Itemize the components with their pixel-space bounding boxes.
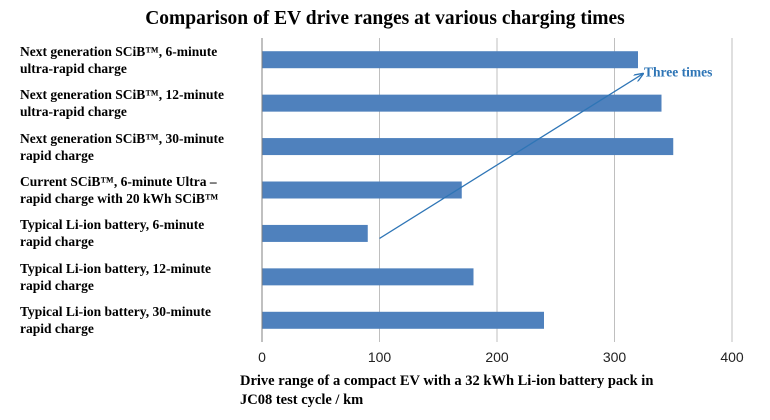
category-label: Typical Li-ion battery, 12-minute rapid c… (20, 260, 260, 294)
category-label-line: Next generation SCiB™, 6-minute (20, 43, 218, 59)
category-label: Current SCiB™, 6-minute Ultra – rapid cha… (20, 173, 260, 207)
category-label-line: rapid charge (20, 147, 94, 163)
annotation-arrow (379, 74, 644, 239)
category-label-line: rapid charge with 20 kWh SCiB™ (20, 191, 219, 206)
category-label-line: Next generation SCiB™, 30-minute (20, 130, 224, 146)
x-tick-label: 400 (720, 349, 744, 365)
annotation-label: Three times (644, 65, 712, 80)
category-label-line: rapid charge (20, 234, 94, 250)
bar (262, 224, 368, 242)
bar (262, 181, 462, 199)
category-label-line: rapid charge (20, 321, 94, 337)
category-label-line: Typical Li-ion battery, 30-minute (20, 304, 211, 320)
bar (262, 268, 474, 286)
x-tick-label: 100 (368, 349, 392, 365)
category-label: Next generation SCiB™, 6-minute ultra-rap… (20, 43, 260, 77)
category-label-line: Next generation SCiB™, 12-minute (20, 87, 224, 103)
x-tick-label: 0 (258, 349, 266, 365)
category-label-line: Current SCiB™, 6-minute Ultra – (20, 174, 217, 189)
category-label-line: Typical Li-ion battery, 6-minute (20, 217, 205, 233)
category-label-line: Typical Li-ion battery, 12-minute (20, 260, 211, 276)
bar (262, 94, 662, 112)
x-axis-label-line: Drive range of a compact EV with a 32 kW… (240, 373, 654, 389)
category-label-line: rapid charge (20, 277, 94, 293)
bar (262, 138, 674, 156)
category-label: Next generation SCiB™, 12-minute ultra-ra… (20, 86, 260, 120)
x-tick-label: 200 (485, 349, 509, 365)
chart-title: Comparison of EV drive ranges at various… (145, 8, 625, 29)
x-axis-label-line: JC08 test cycle / km (240, 392, 364, 408)
category-label-line: ultra-rapid charge (20, 60, 127, 76)
bar (262, 311, 544, 329)
x-tick-label: 300 (603, 349, 627, 365)
x-axis-label: Drive range of a compact EV with a 32 kW… (240, 372, 760, 410)
category-label-line: ultra-rapid charge (20, 104, 127, 120)
category-label: Typical Li-ion battery, 30-minute rapid c… (20, 303, 260, 337)
category-label: Typical Li-ion battery, 6-minute rapid ch… (20, 216, 260, 250)
category-label: Next generation SCiB™, 30-minute rapid ch… (20, 130, 260, 164)
bar (262, 51, 638, 69)
